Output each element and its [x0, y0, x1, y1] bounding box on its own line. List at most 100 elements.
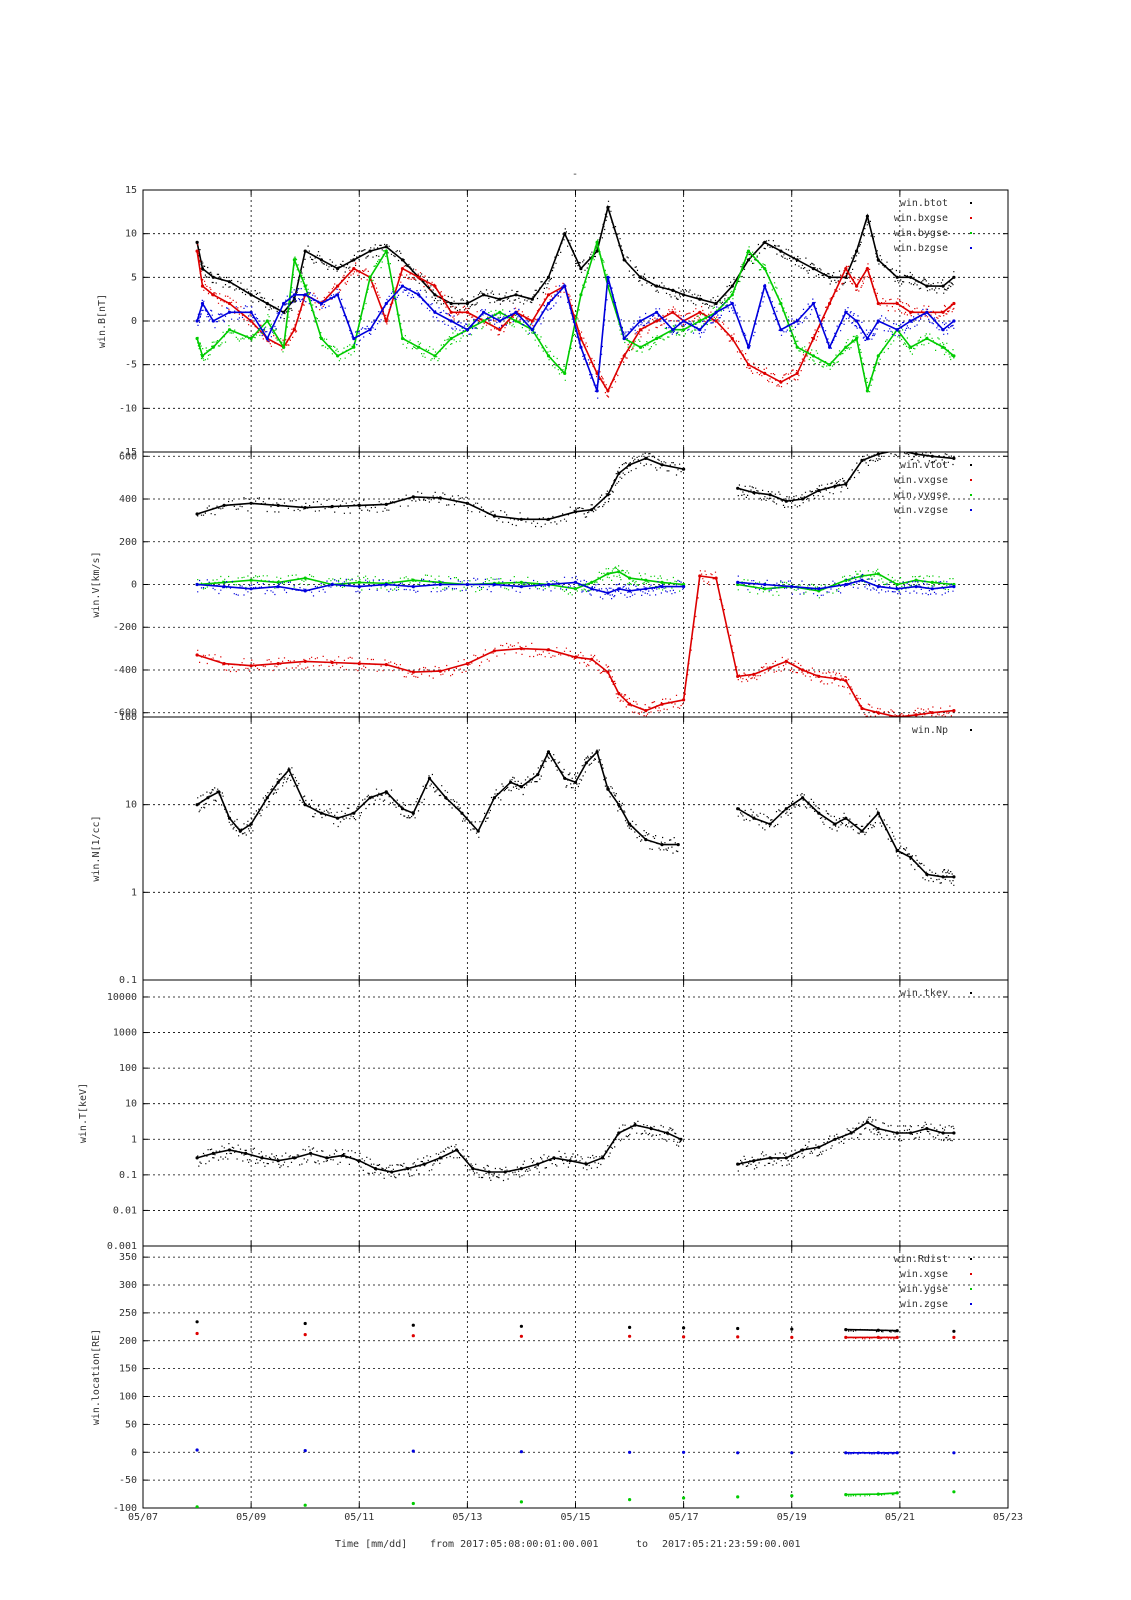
data-point	[896, 448, 899, 451]
y-axis-label: win.N[1/cc]	[91, 815, 102, 881]
panels: 151050-5-10-15win.B[nT]win.btotwin.bxgse…	[78, 185, 1023, 1523]
data-point	[357, 585, 361, 589]
data-point	[595, 249, 599, 253]
data-point	[606, 275, 610, 279]
data-point	[265, 336, 269, 341]
y-tick-label: 10	[125, 229, 137, 240]
data-point	[492, 649, 496, 653]
y-tick-label: 600	[119, 451, 137, 462]
series-win.bzgse	[195, 275, 956, 399]
data-point	[649, 1127, 653, 1131]
data-point	[628, 1450, 632, 1454]
data-point	[390, 1170, 394, 1174]
data-point	[357, 580, 361, 585]
data-point	[227, 816, 232, 820]
data-point	[438, 669, 442, 673]
data-point	[952, 275, 956, 279]
series-win.ygse	[195, 1490, 956, 1508]
data-point	[606, 493, 610, 497]
data-point	[303, 589, 307, 593]
data-point	[341, 1153, 345, 1158]
y-axis-label: win.V[km/s]	[91, 551, 102, 617]
data-point	[855, 319, 859, 323]
data-point	[195, 653, 199, 657]
data-point	[195, 1331, 199, 1336]
data-point	[227, 328, 232, 332]
y-tick-label: -100	[113, 1503, 137, 1514]
data-point	[790, 1451, 794, 1455]
data-point	[790, 1335, 794, 1339]
data-point	[292, 328, 296, 332]
data-point	[671, 310, 675, 314]
data-point	[849, 1131, 853, 1135]
data-point	[817, 488, 821, 493]
series-win.vtot	[195, 448, 956, 528]
data-point	[606, 205, 610, 210]
series-scatter-dots	[845, 1451, 897, 1455]
x-tick-label: 05/19	[777, 1512, 807, 1523]
data-point	[336, 816, 340, 820]
legend-marker	[970, 1303, 972, 1305]
y-tick-label: 0.001	[107, 1241, 137, 1252]
data-point	[698, 328, 702, 332]
data-point	[736, 1335, 740, 1339]
series-win.vzgse	[195, 573, 956, 600]
data-point	[417, 293, 421, 297]
data-point	[833, 484, 837, 488]
time-range-from: from 2017:05:08:00:01:00.001	[430, 1539, 599, 1550]
data-point	[784, 1156, 788, 1160]
data-point	[519, 1450, 524, 1454]
data-point	[736, 1451, 740, 1455]
data-point	[260, 1156, 264, 1160]
data-point	[373, 1167, 378, 1171]
y-tick-label: 15	[125, 185, 137, 196]
data-point	[617, 570, 621, 574]
data-point	[195, 512, 199, 516]
data-point	[303, 1449, 307, 1453]
y-axis-label: win.location[RE]	[91, 1329, 102, 1425]
data-point	[276, 662, 280, 666]
data-point	[411, 1323, 415, 1327]
panel-V: 600 400 200 0 -200 -400 -600 win.V[km/s] win.vto…	[91, 448, 1009, 719]
data-point	[676, 843, 680, 847]
data-point	[952, 354, 956, 358]
data-point	[628, 1325, 632, 1329]
data-point	[368, 328, 372, 332]
data-point	[736, 674, 740, 679]
data-point	[579, 336, 583, 341]
legend-marker	[970, 992, 972, 994]
data-point	[679, 1137, 683, 1141]
data-point	[682, 1326, 686, 1330]
y-axis-label: win.T[keV]	[78, 1083, 89, 1143]
data-point	[265, 796, 269, 800]
legend-label: win.vxgse	[894, 475, 948, 486]
data-point	[644, 578, 648, 582]
series-line	[196, 1121, 954, 1173]
data-point	[682, 1335, 686, 1339]
y-tick-label: 0.01	[113, 1205, 137, 1216]
data-point	[746, 249, 751, 253]
data-point	[833, 822, 837, 826]
data-point	[563, 284, 567, 288]
data-point	[909, 310, 913, 314]
data-point	[519, 1324, 524, 1328]
data-point	[617, 471, 621, 475]
data-point	[465, 662, 469, 666]
data-point	[433, 354, 437, 358]
data-point	[546, 750, 551, 754]
series-line	[196, 452, 954, 521]
data-point	[276, 1159, 280, 1163]
data-point	[844, 679, 848, 683]
legend-label: win.vtot	[900, 460, 948, 471]
legend-marker	[970, 1258, 972, 1260]
data-point	[573, 780, 578, 784]
data-point	[801, 796, 805, 800]
data-point	[833, 676, 837, 681]
data-point	[411, 670, 415, 674]
data-point	[895, 1451, 899, 1455]
data-point	[227, 280, 232, 284]
data-point	[519, 1500, 524, 1504]
y-tick-label: -10	[119, 403, 137, 414]
data-point	[249, 822, 253, 826]
